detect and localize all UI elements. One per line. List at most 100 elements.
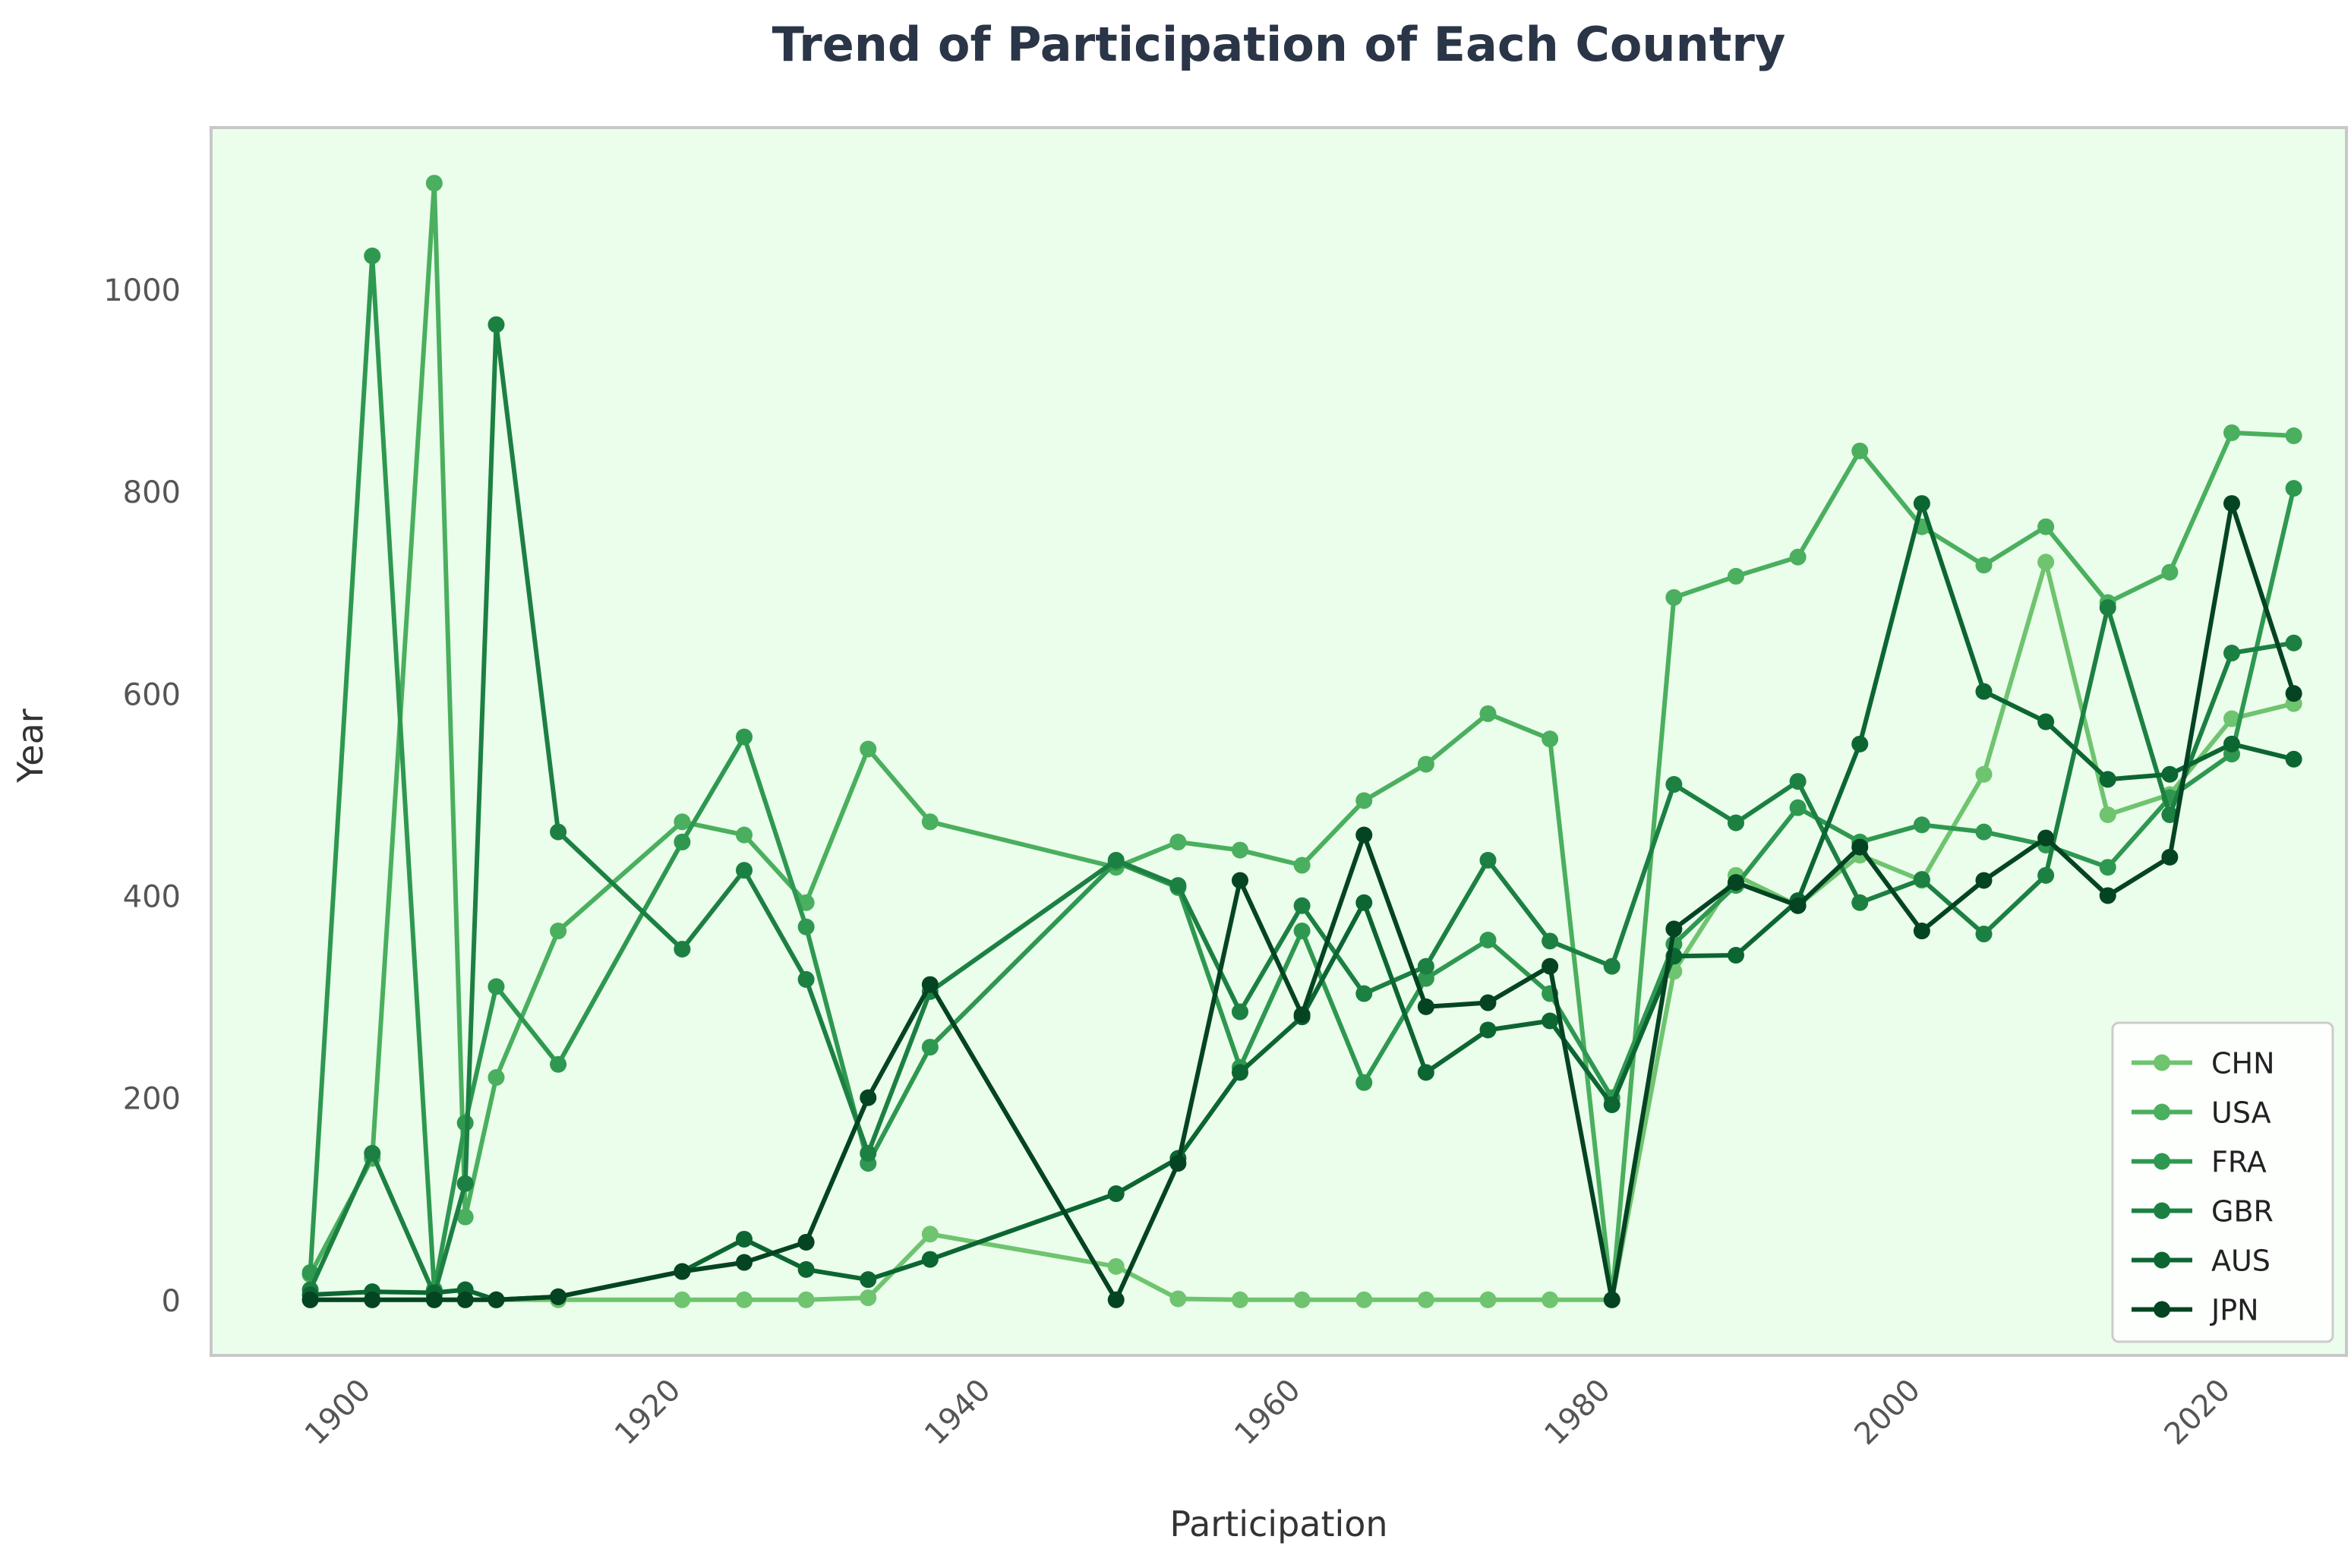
data-point-usa: [735, 826, 753, 844]
data-point-usa: [456, 1208, 474, 1226]
data-point-aus: [2099, 771, 2116, 788]
legend: CHN USA FRA GBR AUS JPN: [2111, 1021, 2334, 1343]
data-point-aus: [860, 1271, 877, 1289]
legend-item-aus: AUS: [2132, 1245, 2271, 1278]
legend-label: FRA: [2211, 1146, 2267, 1179]
data-point-gbr: [1851, 894, 1869, 911]
data-point-fra: [1789, 799, 1807, 816]
data-point-usa: [1479, 705, 1497, 722]
y-tick-label: 1000: [103, 273, 181, 308]
data-point-chn: [1975, 765, 1993, 783]
data-point-aus: [1851, 735, 1869, 752]
data-point-jpn: [1107, 1291, 1125, 1308]
data-point-gbr: [456, 1175, 474, 1192]
data-point-gbr: [2161, 806, 2179, 823]
data-point-usa: [1293, 857, 1311, 874]
data-point-aus: [1231, 1064, 1248, 1081]
data-point-jpn: [2037, 829, 2055, 847]
data-point-gbr: [2285, 634, 2302, 651]
y-axis-label: Year: [10, 708, 51, 783]
legend-label: CHN: [2211, 1047, 2275, 1081]
data-point-jpn: [1975, 872, 1993, 889]
data-point-jpn: [1913, 923, 1930, 940]
data-point-chn: [2037, 554, 2055, 571]
data-point-aus: [1727, 946, 1744, 964]
data-point-fra: [1479, 932, 1497, 949]
data-point-jpn: [1417, 998, 1434, 1015]
data-point-jpn: [2285, 685, 2302, 702]
data-point-aus: [1603, 1096, 1620, 1113]
data-point-usa: [1231, 841, 1248, 859]
plot-area: [210, 126, 2348, 1357]
data-point-fra: [2285, 480, 2302, 497]
data-point-chn: [1355, 1291, 1373, 1308]
data-point-chn: [674, 1291, 691, 1308]
data-point-chn: [1417, 1291, 1434, 1308]
data-point-usa: [860, 740, 877, 758]
data-point-fra: [674, 833, 691, 850]
data-point-usa: [921, 813, 939, 831]
legend-swatch-marker: [2154, 1251, 2170, 1269]
data-point-gbr: [1913, 871, 1930, 888]
y-tick-label: 600: [123, 677, 181, 712]
legend-label: JPN: [2210, 1294, 2259, 1327]
data-point-jpn: [1355, 826, 1373, 844]
data-point-usa: [1665, 588, 1683, 606]
data-point-usa: [1727, 567, 1744, 585]
legend-swatch-marker: [2154, 1153, 2170, 1170]
data-point-gbr: [1107, 851, 1125, 869]
data-point-fra: [2099, 859, 2116, 876]
series-jpn: [301, 495, 2302, 1308]
data-point-aus: [735, 1230, 753, 1248]
data-point-gbr: [1603, 958, 1620, 975]
legend-swatch-marker: [2154, 1301, 2170, 1318]
data-point-usa: [1169, 833, 1187, 850]
data-point-fra: [364, 248, 381, 265]
data-point-gbr: [488, 316, 505, 333]
y-tick-label: 800: [123, 475, 181, 510]
data-point-fra: [797, 918, 815, 935]
data-point-gbr: [735, 862, 753, 879]
data-point-jpn: [1789, 897, 1807, 914]
data-point-chn: [1169, 1290, 1187, 1308]
data-point-aus: [2223, 735, 2240, 752]
data-point-usa: [2161, 563, 2179, 581]
data-point-gbr: [674, 940, 691, 958]
data-point-gbr: [1975, 926, 1993, 943]
data-point-gbr: [364, 1144, 381, 1162]
data-point-gbr: [1479, 851, 1497, 869]
data-point-fra: [921, 1039, 939, 1056]
data-point-fra: [550, 1055, 567, 1073]
data-point-aus: [2037, 713, 2055, 730]
data-point-gbr: [550, 823, 567, 841]
data-point-jpn: [921, 976, 939, 993]
data-point-jpn: [1851, 838, 1869, 856]
data-point-aus: [1913, 495, 1930, 513]
data-point-gbr: [2099, 599, 2116, 617]
data-point-fra: [1417, 970, 1434, 987]
data-point-usa: [550, 923, 567, 940]
data-point-gbr: [797, 970, 815, 988]
data-point-gbr: [1293, 897, 1311, 914]
data-point-aus: [2285, 750, 2302, 768]
data-point-usa: [2285, 427, 2302, 444]
data-point-gbr: [1789, 773, 1807, 790]
data-point-aus: [921, 1251, 939, 1268]
y-tick-label: 200: [123, 1082, 181, 1117]
data-point-usa: [2037, 518, 2055, 535]
data-point-aus: [797, 1260, 815, 1278]
data-point-usa: [1355, 792, 1373, 809]
data-point-gbr: [1169, 877, 1187, 894]
data-point-jpn: [1665, 920, 1683, 938]
data-point-usa: [1975, 557, 1993, 574]
data-point-chn: [735, 1291, 753, 1308]
data-point-chn: [921, 1226, 939, 1243]
y-axis-ticks: 0 200 400 600 800 1000: [103, 273, 181, 1319]
data-point-jpn: [301, 1291, 319, 1308]
data-point-fra: [735, 728, 753, 746]
y-tick-label: 400: [123, 879, 181, 914]
series-layer: [301, 175, 2302, 1308]
data-point-jpn: [1542, 958, 1559, 975]
